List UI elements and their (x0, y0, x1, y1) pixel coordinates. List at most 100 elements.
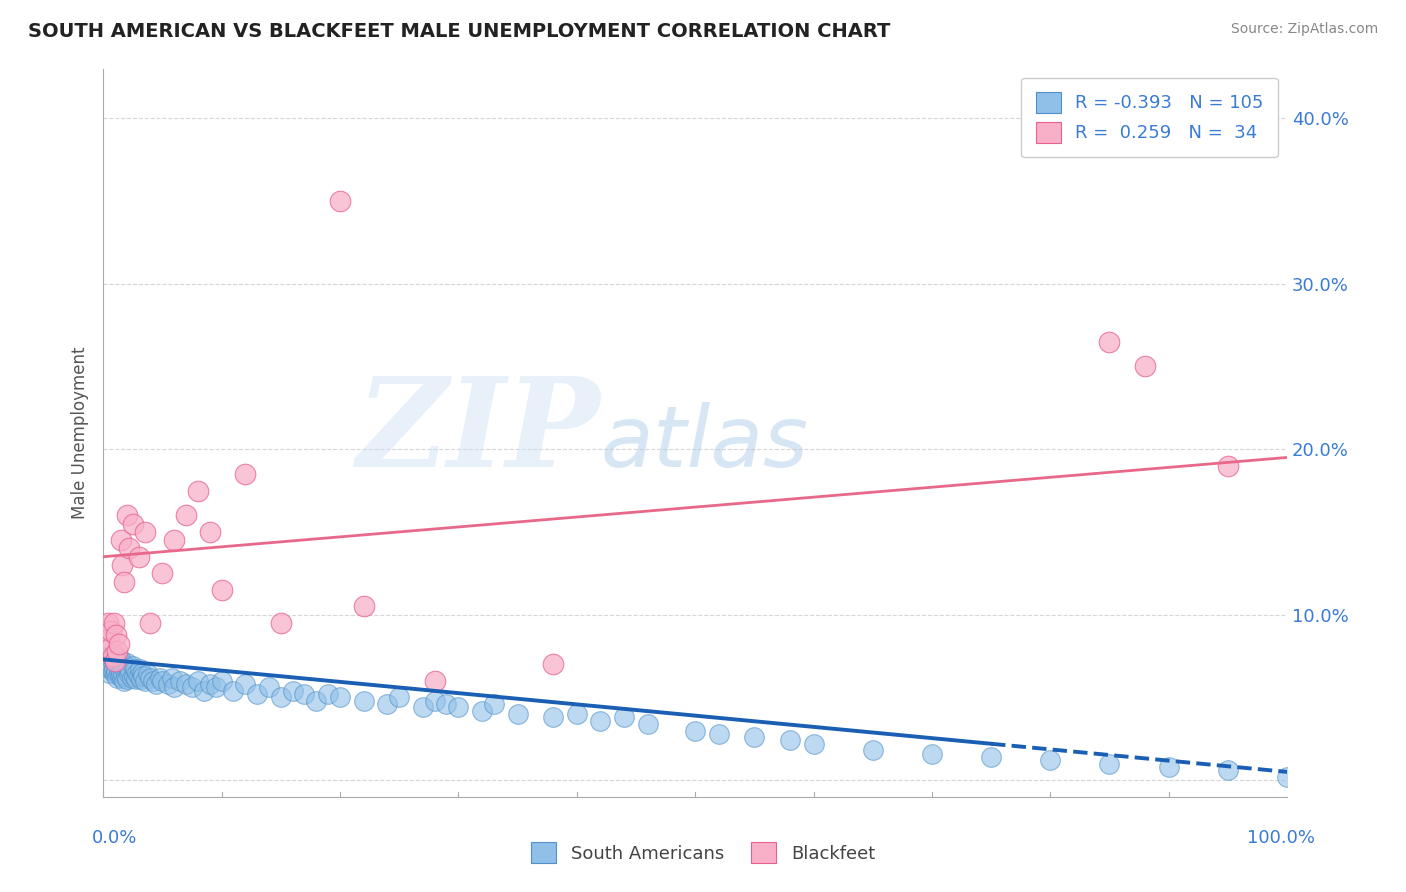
Point (103, 654, 125, 668)
Legend: South Americans, Blackfeet: South Americans, Blackfeet (520, 831, 886, 874)
Point (98, 648, 121, 663)
Point (329, 690, 352, 705)
Point (211, 673, 233, 688)
Point (921, 747, 943, 761)
Point (131, 665, 153, 680)
Point (110, 657, 132, 672)
Point (181, 681, 204, 695)
Point (187, 673, 209, 688)
Point (114, 660, 136, 674)
Point (589, 714, 612, 728)
Point (294, 687, 316, 701)
Point (1098, 756, 1121, 771)
Point (98, 665, 121, 680)
Point (114, 659, 136, 673)
Point (506, 706, 529, 721)
Point (111, 671, 134, 685)
Text: SOUTH AMERICAN VS BLACKFEET MALE UNEMPLOYMENT CORRELATION CHART: SOUTH AMERICAN VS BLACKFEET MALE UNEMPLO… (28, 22, 890, 41)
Point (436, 697, 458, 711)
Point (412, 700, 434, 714)
Point (120, 664, 142, 678)
Point (107, 656, 129, 670)
Point (160, 671, 183, 685)
Point (198, 524, 221, 539)
Point (104, 654, 127, 668)
Point (121, 516, 143, 531)
Point (803, 737, 825, 751)
Point (1275, 770, 1298, 784)
Point (105, 644, 128, 658)
Point (111, 558, 134, 572)
Point (174, 508, 197, 523)
Point (447, 700, 470, 714)
Point (305, 694, 328, 708)
Text: ZIP: ZIP (357, 372, 600, 493)
Point (100, 624, 122, 639)
Point (97, 615, 120, 630)
Point (281, 683, 304, 698)
Point (163, 681, 186, 695)
Point (118, 667, 141, 681)
Point (541, 710, 564, 724)
Point (114, 673, 136, 688)
Point (136, 667, 159, 681)
Point (187, 483, 209, 498)
Point (565, 706, 588, 721)
Point (98, 632, 121, 647)
Point (375, 697, 398, 711)
Point (198, 677, 221, 691)
Point (471, 704, 494, 718)
Point (110, 667, 132, 681)
Point (103, 615, 125, 630)
Legend: R = -0.393   N = 105, R =  0.259   N =  34: R = -0.393 N = 105, R = 0.259 N = 34 (1021, 78, 1278, 157)
Point (423, 694, 446, 708)
Point (139, 671, 162, 685)
Point (128, 669, 150, 683)
Point (1098, 334, 1121, 349)
Point (128, 549, 150, 564)
Point (124, 662, 146, 676)
Point (105, 650, 128, 665)
Point (104, 648, 127, 662)
Point (105, 664, 128, 678)
Point (613, 710, 636, 724)
Point (110, 533, 132, 548)
Point (157, 677, 180, 691)
Point (129, 672, 152, 686)
Point (482, 697, 505, 711)
Point (222, 683, 245, 698)
Point (121, 671, 143, 685)
Point (134, 673, 156, 688)
Point (150, 673, 173, 688)
Point (233, 467, 256, 481)
Point (246, 687, 269, 701)
Point (127, 665, 149, 680)
Point (118, 541, 141, 556)
Point (122, 669, 145, 683)
Point (112, 657, 135, 672)
Point (103, 660, 125, 674)
Point (101, 664, 124, 678)
Point (541, 657, 564, 672)
Point (1133, 359, 1156, 374)
Point (105, 657, 128, 672)
Point (329, 194, 352, 208)
Point (108, 669, 131, 683)
Point (270, 690, 292, 705)
Point (316, 687, 339, 701)
Point (96, 654, 118, 668)
Point (98, 656, 121, 670)
Point (115, 656, 138, 670)
Point (174, 677, 197, 691)
Point (142, 673, 165, 688)
Point (353, 694, 375, 708)
Text: atlas: atlas (600, 402, 808, 485)
Point (683, 723, 706, 738)
Point (100, 662, 122, 676)
Point (204, 681, 226, 695)
Point (108, 652, 131, 666)
Point (115, 508, 138, 523)
Point (742, 730, 765, 744)
Point (423, 673, 446, 688)
Point (388, 690, 411, 705)
